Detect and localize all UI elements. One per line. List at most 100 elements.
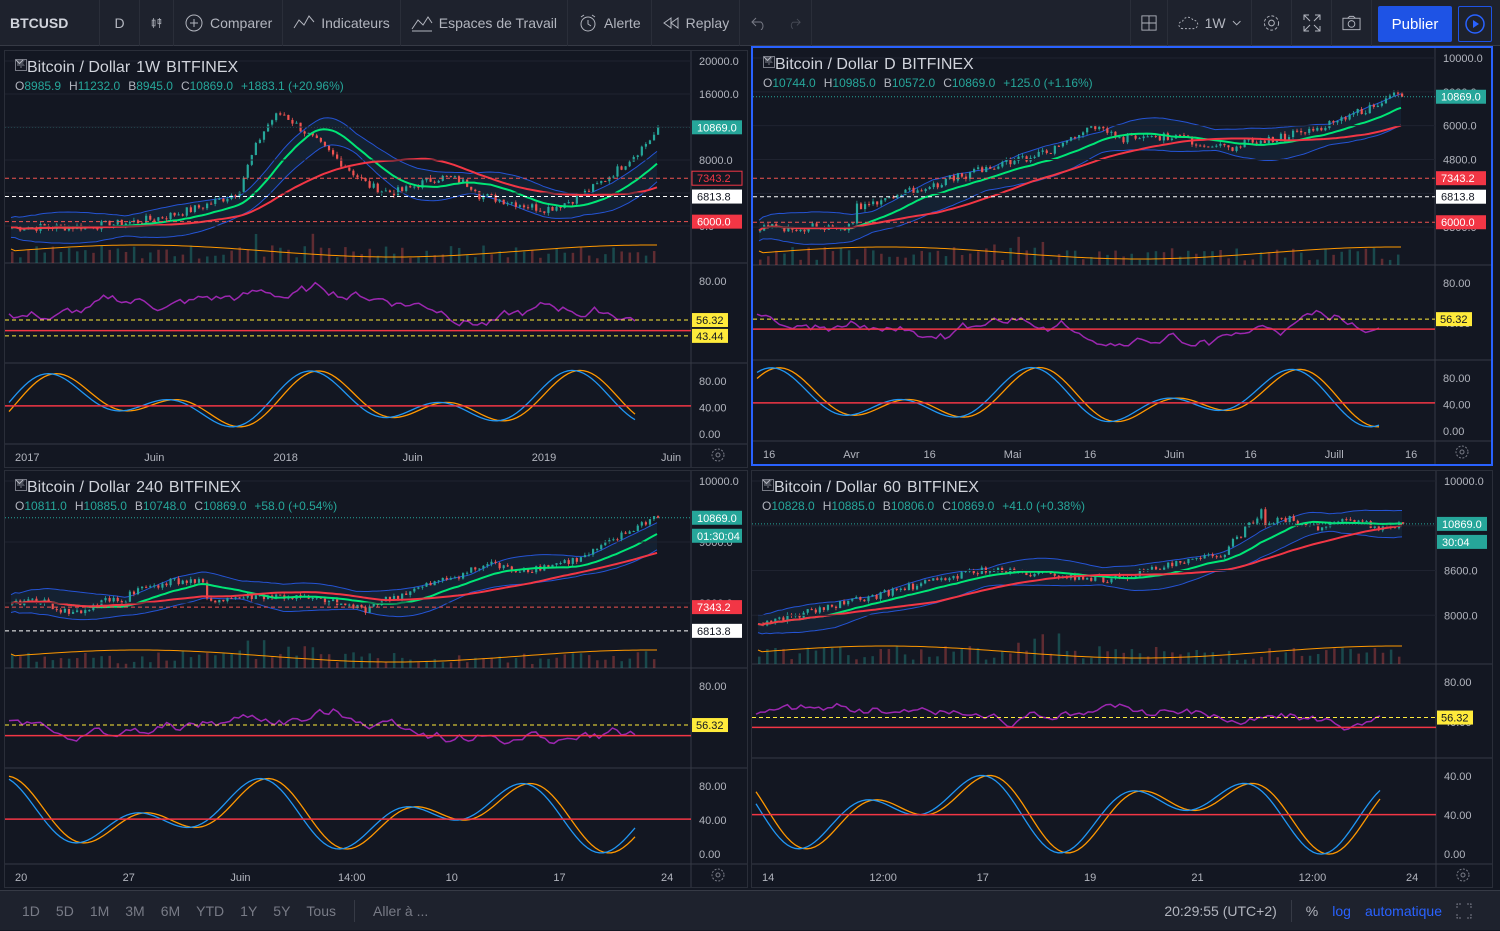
volume-bar <box>1025 250 1028 265</box>
volume-bar <box>124 251 128 263</box>
candle-body <box>486 564 489 566</box>
play-button[interactable] <box>1458 6 1492 42</box>
undo-button[interactable] <box>740 0 778 46</box>
candle-body <box>1061 142 1065 147</box>
volume-bar <box>1325 650 1328 664</box>
candle-body <box>510 566 513 572</box>
range-button-1d[interactable]: 1D <box>22 902 40 919</box>
fullscreen-toggle-icon[interactable] <box>1456 903 1472 919</box>
candle-body <box>940 578 943 580</box>
chart-canvas: 10000.09200.08600.08000.010869.030:0480.… <box>752 471 1492 887</box>
cloud-interval-button[interactable]: 1W <box>1168 0 1252 46</box>
range-button-ytd[interactable]: YTD <box>196 902 225 919</box>
volume-bar <box>1267 252 1271 265</box>
volume-bar <box>417 662 420 668</box>
pane-settings-icon[interactable] <box>1456 868 1470 882</box>
candle-body <box>526 207 530 209</box>
candle-body <box>364 178 367 182</box>
top-toolbar: BTCUSD D Comparer Indicateurs Espaces de… <box>0 0 1500 46</box>
volume-bar <box>1291 248 1295 265</box>
rsi-tick-label: 80.00 <box>1444 677 1472 689</box>
redo-button[interactable] <box>778 0 813 46</box>
candle-body <box>977 167 980 170</box>
candle-body <box>457 577 461 579</box>
candle-body <box>551 207 554 211</box>
candle-body <box>230 597 233 599</box>
replay-button[interactable]: Replay <box>652 0 741 46</box>
rsi-tag-box <box>1437 710 1473 725</box>
candle-body <box>80 610 83 614</box>
volume-bar <box>1001 259 1004 265</box>
chart-pane-d[interactable]: 10000.08000.06000.04800.04000.03300.0108… <box>751 46 1493 466</box>
range-button-5d[interactable]: 5D <box>55 902 74 919</box>
workspaces-button[interactable]: Espaces de Travail <box>401 0 569 46</box>
volume-bar <box>822 647 826 664</box>
bollinger-lower-line <box>10 144 658 244</box>
settings-button[interactable] <box>1252 0 1292 46</box>
volume-bar <box>254 233 258 263</box>
pane-settings-icon[interactable] <box>711 448 725 462</box>
volume-bar <box>783 253 786 265</box>
candle-body <box>181 580 184 585</box>
chart-pane-1w[interactable]: 20000.016000.012000.08000.04000.00.01086… <box>4 50 748 468</box>
candle-body <box>1316 128 1319 131</box>
candle-body <box>652 516 656 520</box>
alert-button[interactable]: Alerte <box>568 0 652 46</box>
log-scale-button[interactable]: log <box>1332 903 1351 919</box>
compare-button[interactable]: Comparer <box>174 0 284 46</box>
candle-body <box>311 132 314 136</box>
candle-body <box>1158 569 1162 571</box>
range-button-1m[interactable]: 1M <box>89 902 110 919</box>
time-tick-label: 12:00 <box>869 872 897 884</box>
volume-bar <box>1243 260 1247 265</box>
candle-body <box>600 545 603 550</box>
volume-bar <box>1098 646 1101 664</box>
volume-bar <box>189 245 193 263</box>
auto-scale-button[interactable]: automatique <box>1364 903 1442 919</box>
time-tick-label: Juin <box>1164 449 1184 461</box>
pane-title-pair: Bitcoin / Dollar <box>27 59 131 76</box>
fullscreen-button[interactable] <box>1292 0 1332 46</box>
stoch-tick-label: 0.00 <box>1443 426 1464 438</box>
goto-date-button[interactable]: Aller à ... <box>373 902 429 919</box>
chart-pane-60[interactable]: 10000.09200.08600.08000.010869.030:0480.… <box>751 470 1493 888</box>
publish-button[interactable]: Publier <box>1378 6 1452 42</box>
snapshot-button[interactable] <box>1332 0 1372 46</box>
candle-body <box>1320 128 1323 131</box>
pane-settings-icon[interactable] <box>1455 445 1469 459</box>
candle-body <box>258 139 262 143</box>
chart-pane-240[interactable]: 10000.09000.08200.010869.001:30:047343.2… <box>4 470 748 888</box>
range-button-6m[interactable]: 6M <box>160 902 181 919</box>
candle-body <box>948 175 951 179</box>
range-button-5y[interactable]: 5Y <box>273 902 291 919</box>
compare-label: Comparer <box>210 14 273 31</box>
chart-style-button[interactable] <box>140 0 174 46</box>
stoch-k-line <box>755 774 1381 855</box>
price-tag-label: 7343.2 <box>697 602 731 614</box>
volume-bar <box>912 254 915 265</box>
volume-bar <box>92 252 95 263</box>
range-button-1y[interactable]: 1Y <box>240 902 258 919</box>
volume-bar <box>441 254 445 263</box>
volume-bar <box>758 656 761 664</box>
ohlc-c-value: 10869.0 <box>202 499 247 513</box>
range-button-tous[interactable]: Tous <box>306 902 336 919</box>
volume-bar <box>587 255 591 263</box>
volume-bar <box>149 662 152 668</box>
volume-ma-line <box>10 244 658 258</box>
pane-settings-icon[interactable] <box>711 868 725 882</box>
candle-body <box>1252 522 1255 524</box>
clock-time: 20:29:55 (UTC+2) <box>1164 903 1277 919</box>
volume-bar <box>839 646 842 664</box>
layout-button[interactable] <box>1130 0 1168 46</box>
symbol-search[interactable]: BTCUSD <box>0 0 100 46</box>
interval-button[interactable]: D <box>100 0 140 46</box>
range-button-3m[interactable]: 3M <box>125 902 145 919</box>
volume-bar <box>392 653 396 668</box>
candle-body <box>356 175 359 178</box>
rsi-tag-box <box>692 718 728 733</box>
percent-scale-button[interactable]: % <box>1305 903 1319 919</box>
indicators-button[interactable]: Indicateurs <box>283 0 401 46</box>
candle-body <box>822 607 826 610</box>
volume-bar <box>652 659 656 668</box>
